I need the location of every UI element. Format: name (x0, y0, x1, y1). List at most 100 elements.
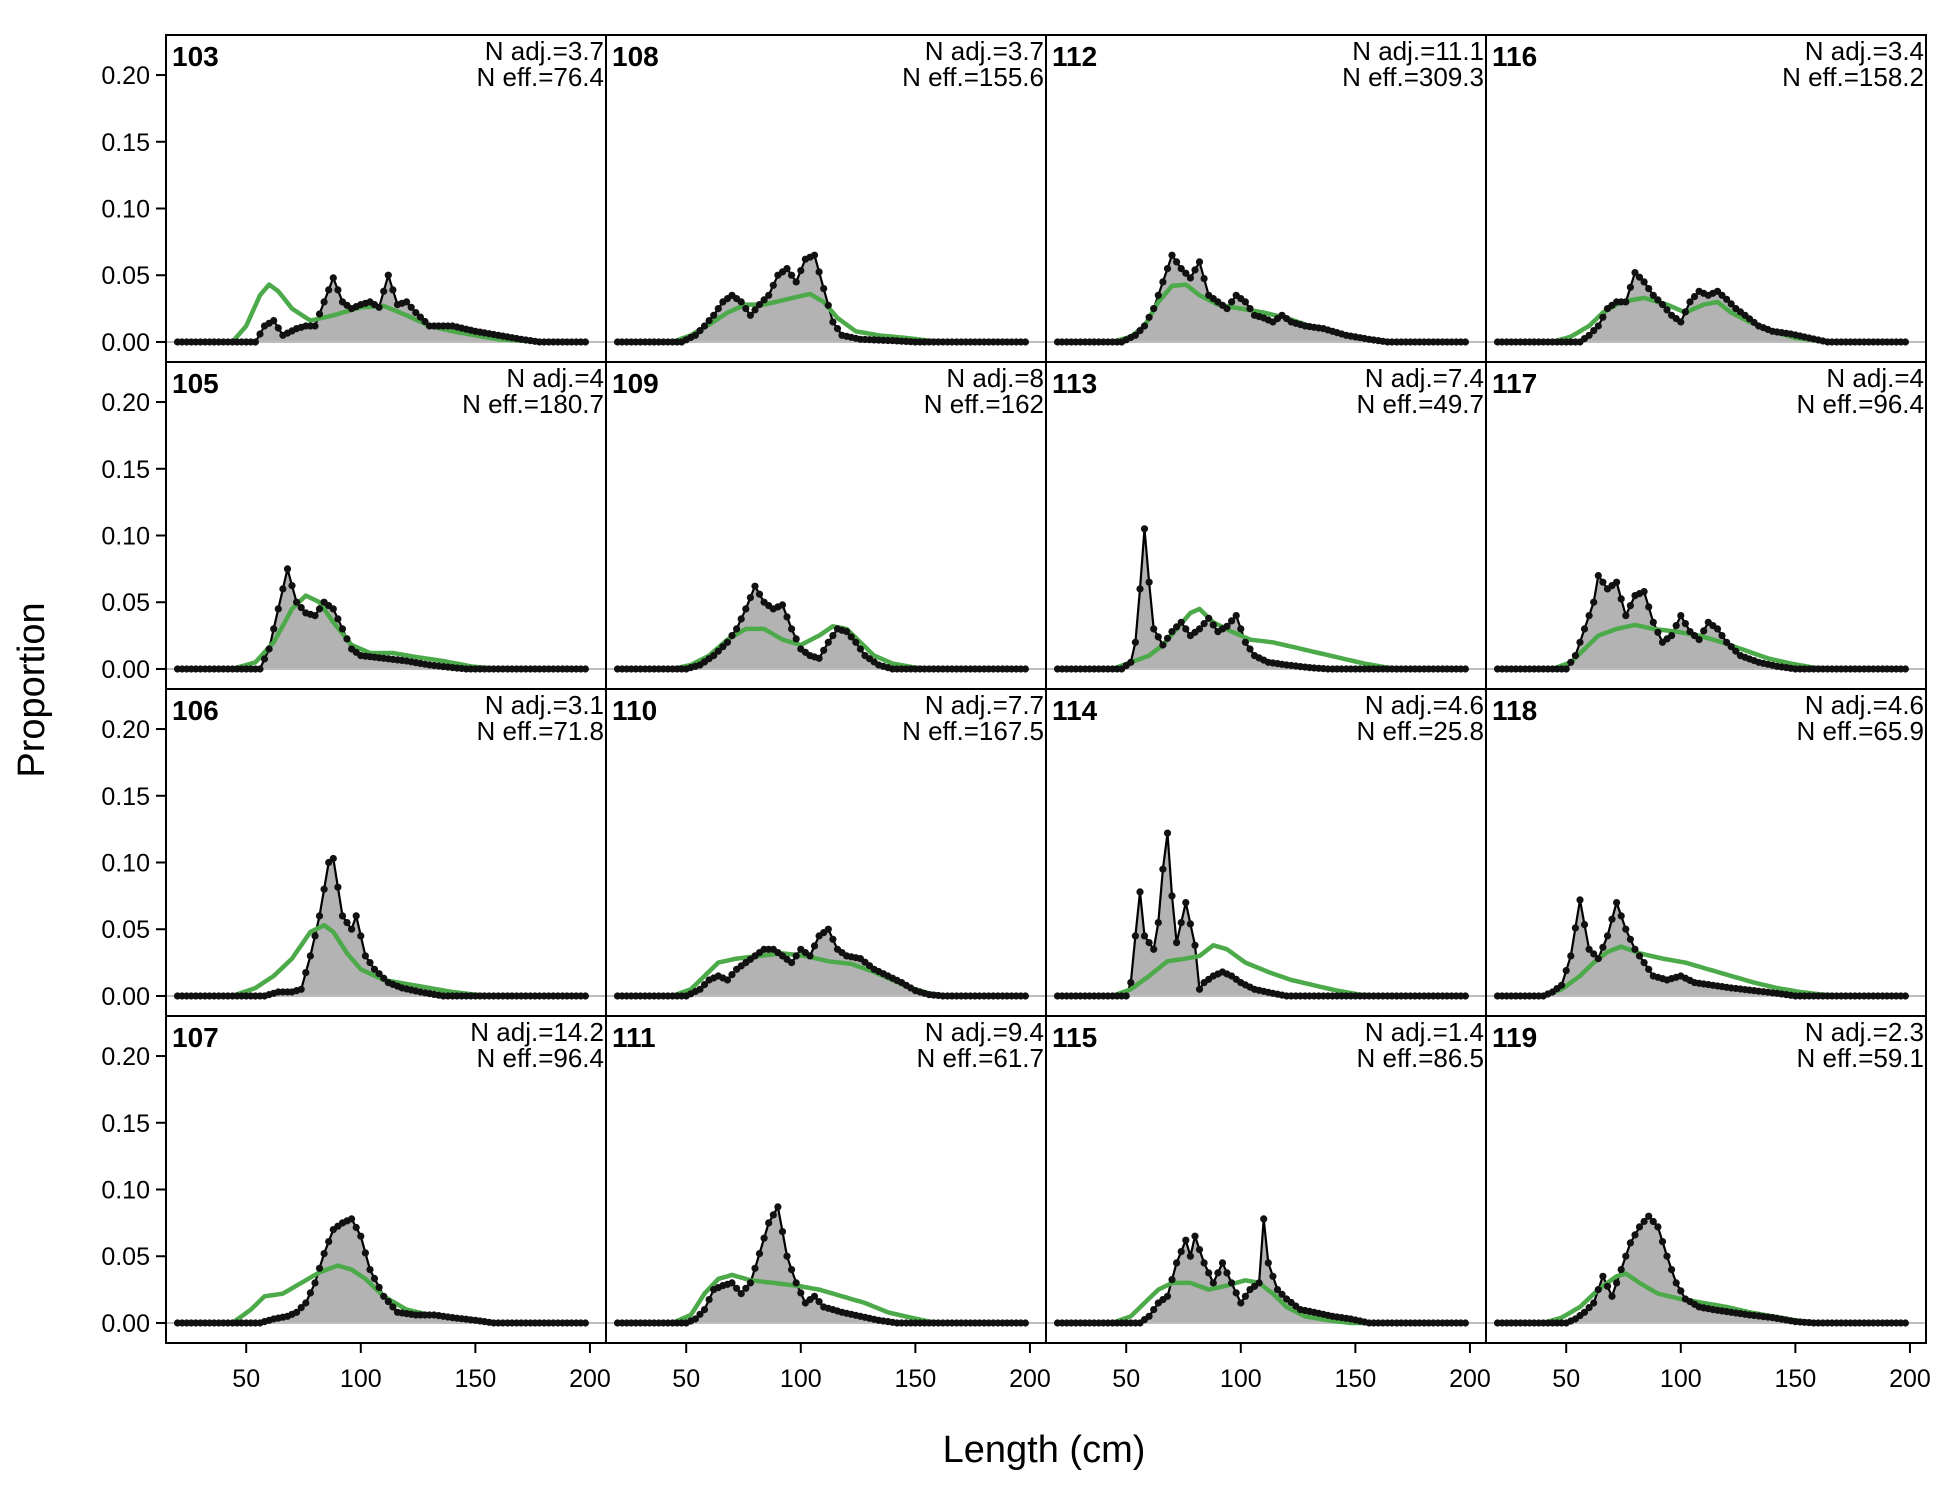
observed-point (1622, 298, 1630, 306)
observed-point (824, 638, 832, 646)
observed-point (311, 322, 319, 330)
observed-point (700, 322, 709, 330)
observed-point (311, 932, 319, 940)
observed-point (1163, 1292, 1172, 1300)
observed-point (810, 942, 819, 950)
panel-108: 108 N adj.=3.7N eff.=155.6 (605, 34, 1047, 363)
observed-point (1594, 955, 1602, 963)
observed-point (1901, 1319, 1909, 1327)
y-tick-label: 0.10 (101, 1177, 150, 1205)
observed-point (1205, 614, 1213, 622)
observed-point (1645, 603, 1653, 611)
observed-point (1727, 643, 1735, 651)
panel-label: 105 (172, 368, 219, 399)
observed-point (1241, 638, 1249, 646)
y-tick-label: 0.00 (101, 329, 150, 357)
observed-point (691, 331, 700, 339)
panel-label: 109 (612, 368, 659, 399)
observed-point (843, 628, 851, 636)
observed-point (824, 301, 832, 309)
observed-point (334, 883, 342, 891)
n-eff-label: N eff.=162 (924, 389, 1044, 419)
panel-115: 115 N adj.=1.4N eff.=86.5 50 100 150 200 (1045, 1015, 1491, 1393)
observed-area (1057, 833, 1466, 996)
observed-point (1590, 327, 1598, 335)
observed-point (361, 952, 369, 960)
observed-point (256, 665, 264, 673)
observed-point (1599, 943, 1607, 951)
observed-point (361, 1249, 369, 1257)
n-adj-label: N adj.=3.1 (485, 690, 604, 720)
observed-point (1127, 658, 1135, 666)
observed-point (1585, 331, 1593, 339)
observed-point (778, 601, 787, 609)
n-adj-label: N adj.=4.6 (1805, 690, 1924, 720)
observed-point (691, 1315, 700, 1323)
observed-point (1580, 921, 1589, 929)
observed-point (1645, 1212, 1653, 1220)
y-tick-label: 0.05 (101, 262, 150, 290)
x-tick-label: 200 (1009, 1365, 1051, 1393)
panels-layer: 103 N adj.=3.7N eff.=76.40.000.050.100.15… (101, 34, 1931, 1393)
observed-point (1154, 291, 1162, 299)
observed-point (1617, 595, 1625, 603)
observed-point (416, 313, 424, 321)
n-eff-label: N eff.=59.1 (1797, 1043, 1924, 1073)
observed-point (1154, 919, 1162, 927)
y-tick-label: 0.20 (101, 389, 150, 417)
observed-point (1145, 1312, 1153, 1320)
observed-point (375, 970, 383, 978)
observed-point (380, 1292, 388, 1300)
y-tick-label: 0.20 (101, 1043, 150, 1071)
observed-point (1732, 647, 1740, 655)
observed-point (1585, 945, 1593, 953)
observed-point (581, 992, 590, 1000)
n-eff-label: N eff.=86.5 (1357, 1043, 1484, 1073)
observed-point (407, 303, 415, 311)
observed-point (1241, 298, 1249, 306)
panel-label: 118 (1492, 695, 1537, 726)
observed-point (315, 310, 324, 318)
observed-point (297, 1304, 305, 1312)
n-eff-label: N eff.=96.4 (477, 1043, 604, 1073)
observed-point (1640, 278, 1648, 286)
y-axis-label: Proportion (11, 602, 53, 777)
observed-point (1631, 269, 1639, 277)
observed-point (1131, 331, 1139, 339)
observed-point (1901, 665, 1909, 673)
observed-point (737, 298, 745, 306)
observed-point (1136, 585, 1144, 593)
observed-point (1663, 1252, 1671, 1260)
panel-label: 116 (1492, 41, 1537, 72)
observed-point (581, 665, 590, 673)
observed-point (788, 271, 796, 279)
observed-point (696, 1310, 704, 1318)
observed-point (1645, 285, 1653, 293)
observed-point (700, 981, 709, 989)
observed-point (723, 976, 732, 984)
observed-point (1273, 1286, 1282, 1294)
observed-point (315, 1264, 324, 1272)
panel-label: 110 (612, 695, 657, 726)
observed-point (1255, 1279, 1263, 1287)
observed-area (617, 1206, 1026, 1323)
observed-point (1150, 625, 1158, 633)
observed-area (1057, 1218, 1466, 1323)
observed-point (338, 625, 347, 633)
panel-112: 112 N adj.=11.1N eff.=309.3 (1045, 34, 1487, 363)
observed-point (746, 1279, 755, 1287)
observed-point (792, 635, 800, 643)
observed-point (1246, 645, 1254, 653)
panel-109: 109 N adj.=8N eff.=162 (605, 361, 1047, 690)
x-tick-label: 100 (780, 1365, 822, 1393)
observed-point (1580, 1308, 1589, 1316)
observed-point (696, 985, 704, 993)
observed-point (315, 912, 324, 920)
x-tick-label: 50 (232, 1365, 260, 1393)
observed-point (765, 1219, 773, 1227)
observed-point (737, 1290, 745, 1298)
observed-point (274, 605, 282, 613)
observed-point (719, 643, 727, 651)
panel-117: 117 N adj.=4N eff.=96.4 (1485, 361, 1927, 690)
observed-point (1626, 602, 1634, 610)
